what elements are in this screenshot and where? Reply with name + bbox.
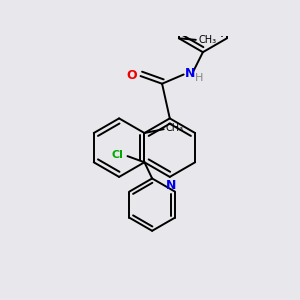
Text: CH₃: CH₃: [166, 123, 184, 134]
Text: H: H: [194, 73, 203, 82]
Text: O: O: [126, 69, 137, 82]
Text: Cl: Cl: [112, 150, 124, 160]
Text: N: N: [185, 67, 196, 80]
Text: N: N: [166, 179, 176, 192]
Text: CH₃: CH₃: [198, 35, 216, 45]
